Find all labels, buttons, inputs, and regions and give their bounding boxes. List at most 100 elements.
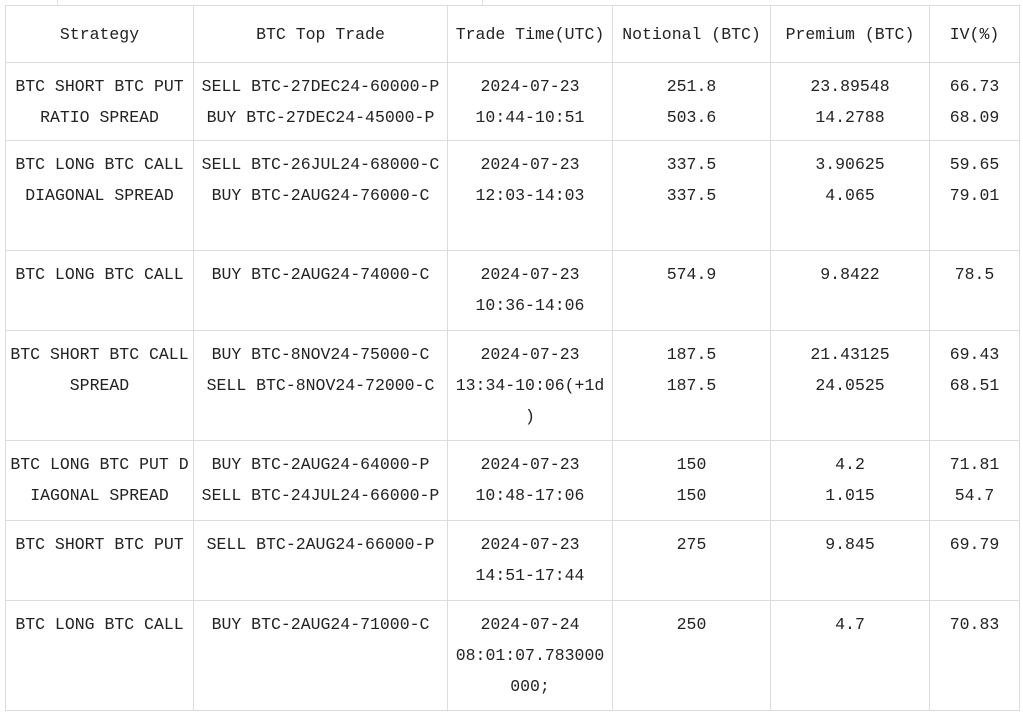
iv-cell: 70.83 [929,600,1020,711]
divider [482,0,483,5]
premium-cell-line: 9.845 [825,535,875,554]
trade-cell-line: SELL BTC-2AUG24-66000-P [206,535,435,554]
iv-cell: 78.5 [929,250,1020,331]
notional-cell-line: 150 [676,486,707,505]
column-header: Premium (BTC) [770,5,930,63]
table-row: BTC SHORT BTC CALL SPREAD BUY BTC-8NOV24-… [5,330,1020,441]
notional-cell: 150 150 [612,440,771,521]
notional-cell-line: 251.8 [666,77,717,96]
strategy-cell: BTC LONG BTC PUT DIAGONAL SPREAD [5,440,194,521]
trade-cell-line: BUY BTC-27DEC24-45000-P [206,108,435,127]
premium-cell-line: 24.0525 [815,376,885,395]
iv-cell: 59.65 79.01 [929,140,1020,251]
btc-top-trades-table: Strategy BTC Top Trade Trade Time(UTC) Noti… [5,5,1020,711]
premium-cell-line: 23.89548 [810,77,890,96]
trade-cell: BUY BTC-8NOV24-75000-C SELL BTC-8NOV24-72… [193,330,448,441]
table-row: BTC LONG BTC CALL DIAGONAL SPREAD SELL BT… [5,140,1020,251]
notional-cell: 337.5 337.5 [612,140,771,251]
trade-cell: BUY BTC-2AUG24-74000-C [193,250,448,331]
strategy-cell: BTC LONG BTC CALL [5,250,194,331]
trade-cell-line: BUY BTC-8NOV24-75000-C [211,345,430,364]
column-header: BTC Top Trade [193,5,448,63]
premium-cell-line: 21.43125 [810,345,890,364]
table-row: BTC LONG BTC CALL BUY BTC-2AUG24-74000-C 2… [5,250,1020,331]
premium-cell: 4.7 [770,600,930,711]
notional-cell-line: 187.5 [666,345,717,364]
iv-cell: 69.79 [929,520,1020,601]
premium-cell: 9.8422 [770,250,930,331]
trade-cell-line: SELL BTC-26JUL24-68000-C [201,155,440,174]
trade-time-cell: 2024-07-23 10:48-17:06 [447,440,613,521]
trade-cell-line: SELL BTC-24JUL24-66000-P [201,486,440,505]
trade-time-cell: 2024-07-23 10:36-14:06 [447,250,613,331]
trade-cell: BUY BTC-2AUG24-71000-C [193,600,448,711]
column-header: Notional (BTC) [612,5,771,63]
table-row: BTC SHORT BTC PUT SELL BTC-2AUG24-66000-P… [5,520,1020,601]
notional-cell-line: 337.5 [666,155,717,174]
trade-cell: SELL BTC-27DEC24-60000-P BUY BTC-27DEC24-… [193,62,448,141]
table-row: BTC SHORT BTC PUT RATIO SPREAD SELL BTC-2… [5,62,1020,141]
premium-cell: 4.2 1.015 [770,440,930,521]
column-header: IV(%) [929,5,1020,63]
strategy-cell: BTC SHORT BTC PUT RATIO SPREAD [5,62,194,141]
notional-cell: 250 [612,600,771,711]
trade-cell-line: BUY BTC-2AUG24-64000-P [211,455,430,474]
table-row: BTC LONG BTC PUT DIAGONAL SPREAD BUY BTC-… [5,440,1020,521]
premium-cell-line: 14.2788 [815,108,885,127]
notional-cell-line: 337.5 [666,186,717,205]
column-header: Trade Time(UTC) [447,5,613,63]
trade-cell: SELL BTC-2AUG24-66000-P [193,520,448,601]
trade-cell: SELL BTC-26JUL24-68000-C BUY BTC-2AUG24-7… [193,140,448,251]
iv-cell: 66.73 68.09 [929,62,1020,141]
premium-cell: 21.43125 24.0525 [770,330,930,441]
notional-cell: 187.5 187.5 [612,330,771,441]
premium-cell-line: 4.065 [825,186,875,205]
premium-cell: 23.89548 14.2788 [770,62,930,141]
iv-cell-line: 68.51 [949,376,1000,395]
trade-cell-line: SELL BTC-8NOV24-72000-C [206,376,435,395]
iv-cell: 71.81 54.7 [929,440,1020,521]
trade-cell-line: SELL BTC-27DEC24-60000-P [201,77,440,96]
notional-cell-line: 187.5 [666,376,717,395]
trade-cell: BUY BTC-2AUG24-64000-P SELL BTC-24JUL24-6… [193,440,448,521]
trade-cell-line: BUY BTC-2AUG24-71000-C [211,615,430,634]
notional-cell-line: 574.9 [666,265,717,284]
trade-time-cell: 2024-07-24 08:01:07.783000 000; [447,600,613,711]
notional-cell-line: 150 [676,455,707,474]
iv-cell-line: 78.5 [954,265,995,284]
notional-cell-line: 503.6 [666,108,717,127]
notional-cell: 251.8 503.6 [612,62,771,141]
premium-cell-line: 3.90625 [815,155,885,174]
premium-cell-line: 9.8422 [820,265,880,284]
strategy-cell: BTC LONG BTC CALL DIAGONAL SPREAD [5,140,194,251]
trade-cell-line: BUY BTC-2AUG24-76000-C [211,186,430,205]
trade-time-cell: 2024-07-23 13:34-10:06(+1d ) [447,330,613,441]
divider [57,0,58,5]
trade-time-cell: 2024-07-23 12:03-14:03 [447,140,613,251]
notional-cell: 275 [612,520,771,601]
iv-cell-line: 70.83 [949,615,1000,634]
notional-cell: 574.9 [612,250,771,331]
iv-cell-line: 71.81 [949,455,1000,474]
iv-cell-line: 68.09 [949,108,1000,127]
iv-cell: 69.43 68.51 [929,330,1020,441]
notional-cell-line: 275 [676,535,707,554]
notional-cell-line: 250 [676,615,707,634]
premium-cell-line: 4.2 [835,455,865,474]
strategy-cell: BTC LONG BTC CALL [5,600,194,711]
column-header: Strategy [5,5,194,63]
trade-time-cell: 2024-07-23 10:44-10:51 [447,62,613,141]
iv-cell-line: 79.01 [949,186,1000,205]
premium-cell-line: 1.015 [825,486,875,505]
premium-cell-line: 4.7 [835,615,865,634]
iv-cell-line: 54.7 [954,486,995,505]
premium-cell: 3.90625 4.065 [770,140,930,251]
iv-cell-line: 66.73 [949,77,1000,96]
iv-cell-line: 69.79 [949,535,1000,554]
premium-cell: 9.845 [770,520,930,601]
strategy-cell: BTC SHORT BTC PUT [5,520,194,601]
strategy-cell: BTC SHORT BTC CALL SPREAD [5,330,194,441]
iv-cell-line: 59.65 [949,155,1000,174]
iv-cell-line: 69.43 [949,345,1000,364]
header-row: Strategy BTC Top Trade Trade Time(UTC) Noti… [5,5,1020,63]
